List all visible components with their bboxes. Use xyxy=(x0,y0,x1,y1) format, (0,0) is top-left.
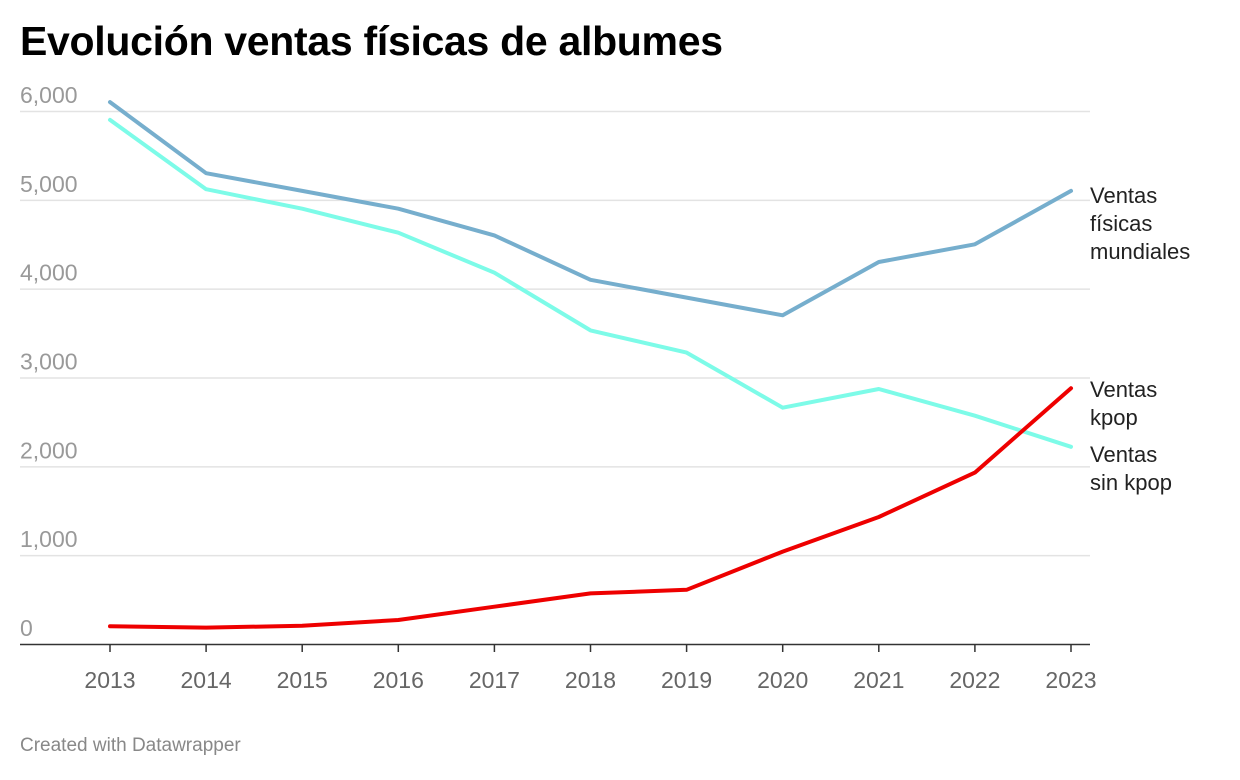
series-line-sin_kpop xyxy=(108,117,1073,449)
x-tick-label: 2015 xyxy=(277,667,328,693)
y-tick-label: 1,000 xyxy=(20,526,78,552)
y-tick-label: 5,000 xyxy=(20,171,78,197)
y-tick-label: 2,000 xyxy=(20,437,78,463)
series-label-mundiales: Ventas físicas mundiales xyxy=(1090,183,1190,264)
x-tick-label: 2022 xyxy=(949,667,1000,693)
y-tick-label: 3,000 xyxy=(20,349,78,375)
series-line-mundiales xyxy=(108,100,1073,318)
y-axis: 0 1,000 2,000 3,000 4,000 5,000 6,000 xyxy=(20,82,78,641)
y-tick-label: 0 xyxy=(20,615,33,641)
line-chart: 0 1,000 2,000 3,000 4,000 5,000 6,000 2013 2014… xyxy=(20,82,1190,693)
x-tick-label: 2016 xyxy=(373,667,424,693)
y-tick-label: 4,000 xyxy=(20,260,78,286)
x-tick-label: 2018 xyxy=(565,667,616,693)
x-tick-label: 2020 xyxy=(757,667,808,693)
gridlines xyxy=(20,110,1090,557)
x-tick-label: 2017 xyxy=(469,667,520,693)
series-labels: Ventas físicas mundiales Ventas sin kpop Vent… xyxy=(1090,183,1190,495)
series-label-kpop: Ventas kpop xyxy=(1090,377,1157,430)
x-tick-label: 2021 xyxy=(853,667,904,693)
chart-title: Evolución ventas físicas de albumes xyxy=(20,18,723,64)
series-line-kpop xyxy=(108,386,1073,630)
x-tick-label: 2014 xyxy=(181,667,232,693)
x-tick-label: 2023 xyxy=(1045,667,1096,693)
y-tick-label: 6,000 xyxy=(20,82,78,108)
x-tick-label: 2013 xyxy=(84,667,135,693)
x-axis: 2013 2014 2015 2016 2017 2018 2019 2020 2021 2022… xyxy=(20,643,1097,693)
series-lines xyxy=(108,100,1073,630)
credit-text: Created with Datawrapper xyxy=(20,735,241,756)
x-tick-label: 2019 xyxy=(661,667,712,693)
series-label-sin_kpop: Ventas sin kpop xyxy=(1090,442,1172,495)
